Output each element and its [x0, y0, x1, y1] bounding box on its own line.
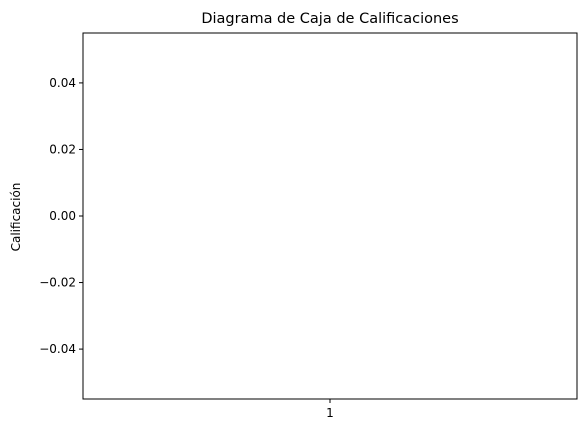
y-tick-label: 0.04 — [49, 76, 76, 90]
x-tick-label: 1 — [326, 406, 334, 420]
y-axis-label: Calificación — [9, 183, 23, 252]
y-axis-ticks: −0.04 −0.02 0.00 0.02 0.04 — [39, 76, 83, 356]
y-tick-label: −0.02 — [39, 276, 76, 290]
chart-title: Diagrama de Caja de Calificaciones — [201, 11, 458, 27]
y-tick-label: 0.00 — [49, 209, 76, 223]
y-tick-label: −0.04 — [39, 342, 76, 356]
y-tick-label: 0.02 — [49, 142, 76, 156]
x-axis-ticks: 1 — [326, 399, 334, 420]
plot-frame — [82, 32, 578, 400]
